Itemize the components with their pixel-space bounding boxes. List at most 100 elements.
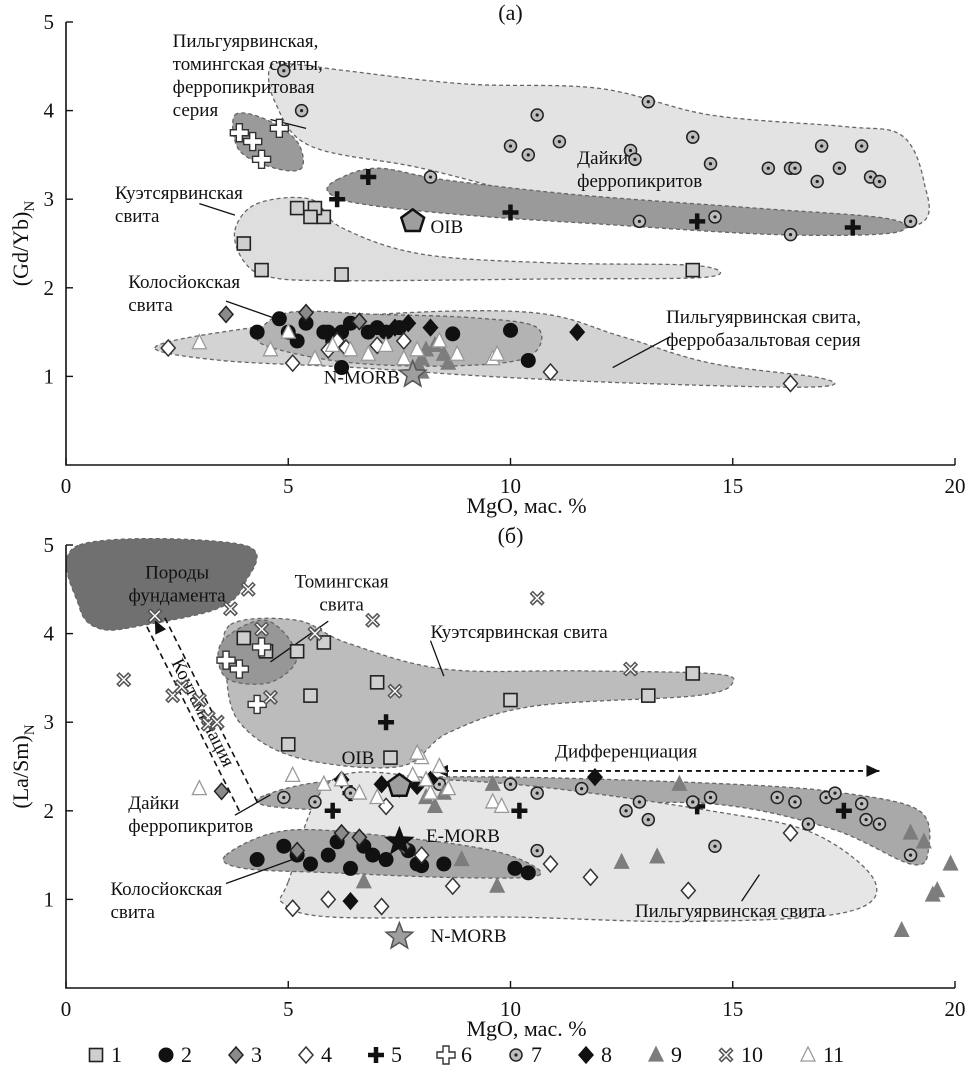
- point-a-6-2: [269, 118, 290, 139]
- point-b-2-13: [520, 865, 536, 881]
- y-tick-label-b-0: 1: [44, 887, 55, 911]
- region-a-0: [267, 62, 930, 232]
- point-a-1-7: [685, 262, 701, 278]
- point-b-11-2: [315, 774, 332, 791]
- y-tick-label-a-3: 4: [44, 99, 55, 123]
- point-a-2-16: [520, 352, 536, 368]
- point-a-7-2: [423, 170, 438, 184]
- legend-label-3: 3: [251, 1042, 262, 1067]
- point-a-7-11: [703, 157, 718, 171]
- legend-label-9: 9: [671, 1042, 682, 1067]
- point-a-2-15: [503, 322, 518, 338]
- point-b-2-0: [249, 852, 265, 868]
- point-b-6-3: [247, 694, 267, 715]
- point-b-7-16: [854, 796, 869, 811]
- series-a-3: [218, 303, 368, 331]
- point-a-7-9: [641, 94, 656, 109]
- point-a-7-12: [761, 161, 776, 175]
- series-a-5: [329, 169, 861, 236]
- region-a-1: [326, 167, 907, 237]
- series-a-1: [236, 200, 701, 282]
- legend-symbol-6: [436, 1045, 456, 1065]
- legend-label-4: 4: [321, 1042, 332, 1067]
- point-a-7-14: [788, 161, 802, 175]
- point-a-5-1: [329, 191, 346, 208]
- region-label-a-5: OIB: [430, 217, 463, 238]
- point-b-11-14: [417, 770, 435, 787]
- point-b-11-13: [493, 796, 510, 814]
- point-b-4-0: [284, 899, 301, 918]
- point-b-5-3: [511, 802, 528, 819]
- point-a-5-4: [844, 219, 861, 236]
- point-b-10-11: [262, 689, 279, 705]
- point-a-7-24: [783, 227, 798, 242]
- point-a-7-1: [294, 103, 309, 118]
- point-a-3-2: [351, 312, 368, 331]
- legend-symbol-3: [228, 1045, 244, 1065]
- point-b-10-15: [529, 590, 545, 606]
- point-a-6-1: [242, 131, 263, 152]
- region-label-b-7: Колосйокская свита: [110, 879, 222, 923]
- region-label-b-2: Куэтсярвинская свита: [430, 622, 608, 643]
- point-a-2-1: [271, 311, 287, 327]
- x-tick-label-b-2: 10: [500, 997, 521, 1021]
- point-a-8-3: [569, 322, 586, 342]
- point-b-10-17: [209, 714, 225, 730]
- y-axis-title-b: (La/Sm)N: [8, 724, 38, 808]
- leader-line-b-3: [225, 858, 293, 885]
- series-a-N-MORB: [397, 358, 428, 388]
- point-b-11-7: [404, 765, 421, 783]
- point-b-1-6: [383, 750, 398, 765]
- point-b-7-4: [503, 777, 518, 791]
- legend-symbol-11: [799, 1045, 817, 1062]
- point-b-7-10: [703, 790, 718, 805]
- point-b-9-1: [453, 850, 470, 867]
- series-b-E-MORB: [384, 825, 415, 855]
- point-b-6-2: [251, 637, 272, 657]
- point-b-10-9: [240, 581, 256, 597]
- point-b-6-0: [216, 650, 236, 670]
- point-b-N-MORB-0: [384, 920, 415, 950]
- point-b-1-2: [289, 644, 305, 659]
- point-a-4-0: [160, 338, 177, 358]
- x-tick-label-a-3: 15: [722, 474, 743, 498]
- point-b-10-14: [387, 683, 403, 699]
- x-axis-title-a: MgO, мас. %: [466, 493, 586, 518]
- point-b-2-1: [276, 838, 292, 854]
- legend-symbol-7: [509, 1048, 523, 1062]
- legend-symbol-5: [368, 1047, 384, 1063]
- point-b-11-4: [351, 783, 368, 800]
- point-a-7-23: [632, 214, 647, 229]
- point-a-4-8: [782, 374, 799, 393]
- point-a-11-0: [191, 333, 208, 350]
- point-b-10-13: [365, 612, 381, 628]
- series-b-10: [116, 581, 639, 732]
- point-b-4-5: [542, 854, 559, 874]
- x-tick-label-a-4: 20: [945, 474, 966, 498]
- x-tick-label-a-1: 5: [283, 474, 294, 498]
- point-b-2-11: [436, 856, 452, 872]
- x-axis-title-b: MgO, мас. %: [466, 1016, 586, 1041]
- point-a-6-3: [251, 149, 272, 170]
- point-b-9-10: [929, 881, 946, 898]
- leader-line-b-1: [429, 640, 445, 677]
- point-b-11-1: [284, 765, 301, 783]
- point-b-4-4: [444, 876, 461, 896]
- point-b-9-11: [902, 823, 919, 840]
- point-b-7-5: [530, 786, 544, 800]
- region-label-b-4: OIB: [342, 748, 375, 769]
- series-a-7: [277, 63, 918, 242]
- point-b-9-12: [484, 774, 501, 791]
- point-b-2-4: [320, 847, 336, 863]
- point-b-7-8: [632, 795, 647, 809]
- x-tick-label-a-2: 10: [500, 474, 521, 498]
- point-b-7-6: [574, 781, 589, 796]
- leader-line-b-2: [234, 794, 271, 816]
- point-a-7-4: [521, 148, 536, 162]
- point-b-6-1: [229, 659, 250, 679]
- point-b-OIB-0: [386, 772, 413, 797]
- point-a-1-5: [254, 262, 269, 278]
- point-b-2-6: [342, 860, 358, 876]
- series-b-OIB: [386, 772, 413, 797]
